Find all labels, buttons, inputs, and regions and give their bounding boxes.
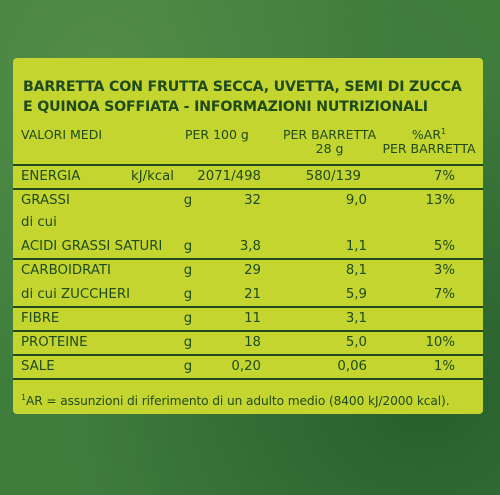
- row-value-per-barretta: 580/139: [305, 169, 361, 184]
- row-value-per-barretta: 1,1: [345, 239, 367, 254]
- row-value-per-barretta: 5,9: [345, 287, 367, 302]
- row-value-per-100g: 3,8: [239, 239, 261, 254]
- row-unit: g: [183, 239, 193, 254]
- row-name: GRASSI: [21, 193, 70, 208]
- footnote-text: AR = assunzioni di riferimento di un adu…: [26, 394, 450, 408]
- header-valori-medi: VALORI MEDI: [21, 127, 102, 142]
- row-unit: g: [183, 193, 193, 208]
- row-value-per-100g: 2071/498: [197, 169, 261, 184]
- row-ar-percent: 7%: [433, 169, 455, 184]
- table-rule: [13, 258, 483, 260]
- row-ar-percent: 1%: [433, 359, 455, 374]
- row-unit: kJ/kcal: [131, 169, 174, 184]
- footnote-superscript: 1: [21, 393, 26, 402]
- row-ar-percent: 10%: [425, 335, 455, 350]
- header-per-barretta-line1: PER BARRETTA: [283, 127, 377, 142]
- row-name: FIBRE: [21, 311, 60, 326]
- nutrition-label-panel: BARRETTA CON FRUTTA SECCA, UVETTA, SEMI …: [13, 58, 483, 414]
- header-per-100g: PER 100 g: [185, 127, 249, 142]
- row-ar-percent: 3%: [433, 263, 455, 278]
- title-line-2: E QUINOA SOFFIATA - INFORMAZIONI NUTRIZI…: [23, 99, 428, 115]
- row-name: ACIDI GRASSI SATURI: [21, 239, 163, 254]
- row-value-per-barretta: 0,06: [337, 359, 367, 374]
- row-value-per-100g: 21: [244, 287, 261, 302]
- table-rule: [13, 330, 483, 332]
- title-line-1: BARRETTA CON FRUTTA SECCA, UVETTA, SEMI …: [23, 79, 462, 95]
- header-per-barretta: PER BARRETTA 28 g: [283, 128, 376, 156]
- row-name: CARBOIDRATI: [21, 263, 111, 278]
- row-unit: g: [183, 263, 193, 278]
- row-value-per-100g: 29: [244, 263, 261, 278]
- row-ar-percent: 13%: [425, 193, 455, 208]
- table-rule: [13, 378, 483, 380]
- row-ar-percent: 7%: [433, 287, 455, 302]
- table-rule: [13, 354, 483, 356]
- label-title: BARRETTA CON FRUTTA SECCA, UVETTA, SEMI …: [23, 77, 462, 117]
- table-rule: [13, 188, 483, 190]
- row-name: SALE: [21, 359, 55, 374]
- row-value-per-barretta: 9,0: [345, 193, 367, 208]
- header-ar-line1: %AR1: [411, 127, 447, 142]
- row-unit: g: [183, 311, 193, 326]
- row-value-per-100g: 11: [244, 311, 261, 326]
- row-value-per-barretta: 8,1: [345, 263, 367, 278]
- header-ar-line2: PER BARRETTA: [382, 141, 476, 156]
- header-ar-superscript: 1: [441, 127, 447, 136]
- table-rule: [13, 164, 483, 166]
- row-name: di cui: [21, 215, 57, 230]
- row-value-per-barretta: 5,0: [345, 335, 367, 350]
- header-ar-percent: %AR1 PER BARRETTA: [381, 128, 477, 156]
- row-ar-percent: 5%: [433, 239, 455, 254]
- header-per-barretta-line2: 28 g: [315, 141, 344, 156]
- footnote: 1AR = assunzioni di riferimento di un ad…: [21, 393, 450, 409]
- row-value-per-100g: 32: [244, 193, 261, 208]
- row-unit: g: [183, 335, 193, 350]
- row-name: PROTEINE: [21, 335, 88, 350]
- row-unit: g: [183, 287, 193, 302]
- table-rule: [13, 306, 483, 308]
- row-unit: g: [183, 359, 193, 374]
- row-name: ENERGIA: [21, 169, 81, 184]
- row-value-per-barretta: 3,1: [345, 311, 367, 326]
- row-value-per-100g: 18: [244, 335, 261, 350]
- row-name: di cui ZUCCHERI: [21, 287, 130, 302]
- table-header: VALORI MEDI PER 100 g PER BARRETTA 28 g …: [13, 124, 483, 164]
- row-value-per-100g: 0,20: [231, 359, 261, 374]
